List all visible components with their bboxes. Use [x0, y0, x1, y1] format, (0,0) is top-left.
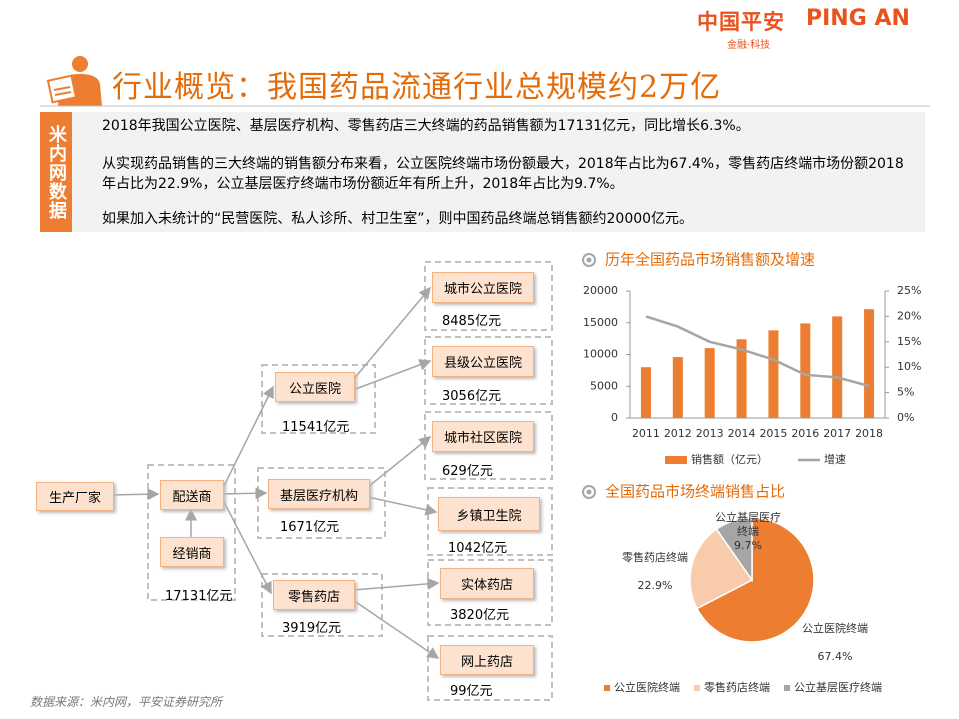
slice-value: 22.9% — [637, 579, 673, 592]
pie-slice — [689, 528, 754, 610]
diagram-node: 公立医院 — [275, 372, 355, 402]
bullet: 如果加入未统计的“民营医院、私人诊所、村卫生室”，则中国药品终端总销售额约200… — [102, 211, 694, 227]
diagram-node: 零售药店 — [273, 580, 355, 610]
bullet: 2018年我国公立医院、基层医疗机构、零售药店三大终端的药品销售额为17131亿… — [102, 118, 750, 134]
chart-title: 历年全国药品市场销售额及增速 — [605, 251, 815, 269]
diagram-node: 配送商 — [160, 480, 224, 510]
x-tick-label: 2011 — [632, 427, 660, 440]
node-value: 1042亿元 — [448, 541, 508, 556]
legend-label: 公立医院终端 — [614, 680, 680, 694]
x-tick-label: 2013 — [696, 427, 724, 440]
diagram-node: 网上药店 — [440, 645, 534, 675]
x-tick-label: 2016 — [791, 427, 819, 440]
bar — [864, 309, 875, 418]
diagram-node: 经销商 — [160, 537, 224, 567]
slice-value: 9.7% — [734, 539, 762, 552]
diagram-node: 城市公立医院 — [432, 272, 534, 303]
node-value: 99亿元 — [450, 684, 493, 699]
y-tick-label: 5000 — [590, 379, 618, 392]
legend-swatch — [784, 685, 790, 691]
diagram-node: 城市社区医院 — [432, 421, 534, 452]
x-tick-label: 2018 — [855, 427, 883, 440]
distribution-total: 17131亿元 — [165, 589, 233, 604]
side-label: 米内网数据 — [40, 112, 72, 232]
pie-slice — [695, 517, 815, 643]
logo-en: PING AN — [806, 6, 910, 31]
bar — [640, 367, 651, 418]
y-tick-label: 15000 — [583, 316, 618, 329]
diagram-node: 乡镇卫生院 — [438, 497, 540, 531]
bullet-panel: 2018年我国公立医院、基层医疗机构、零售药店三大终端的药品销售额为17131亿… — [72, 112, 925, 232]
slice-label: 公立医院终端 — [802, 622, 868, 635]
y2-tick-label: 10% — [897, 360, 921, 373]
bar — [704, 348, 715, 418]
node-value: 1671亿元 — [280, 520, 340, 535]
line-series — [645, 315, 870, 388]
bar — [832, 316, 843, 418]
node-value: 3919亿元 — [282, 621, 342, 636]
legend-swatch — [694, 685, 700, 691]
slide-title: 行业概览：我国药品流通行业总规模约2万亿 — [112, 70, 722, 105]
y-tick-label: 0 — [611, 411, 618, 424]
bar — [800, 323, 811, 418]
title-icon — [46, 56, 102, 106]
bar — [768, 330, 779, 418]
source-note: 数据来源：米内网，平安证券研究所 — [30, 695, 223, 709]
legend-label: 零售药店终端 — [704, 680, 770, 694]
diagram-node: 县级公立医院 — [432, 346, 534, 377]
slice-label: 公立基层医疗终端 — [715, 511, 781, 538]
diagram-arrows — [111, 286, 440, 659]
node-value: 11541亿元 — [282, 420, 350, 435]
y2-tick-label: 0% — [897, 411, 914, 424]
y2-tick-label: 15% — [897, 335, 921, 348]
diagram-node: 实体药店 — [440, 568, 534, 599]
diagram-node: 生产厂家 — [36, 482, 114, 511]
x-tick-label: 2012 — [664, 427, 692, 440]
y2-tick-label: 20% — [897, 309, 921, 322]
bar — [736, 339, 747, 418]
legend-label: 增速 — [824, 452, 846, 466]
slice-label: 零售药店终端 — [622, 551, 688, 564]
legend-label: 销售额（亿元） — [691, 452, 768, 466]
node-value: 3056亿元 — [442, 389, 502, 404]
y-tick-label: 10000 — [583, 348, 618, 361]
slice-value: 67.4% — [817, 650, 853, 663]
pie-slice — [715, 517, 753, 583]
chart-title: 全国药品市场终端销售占比 — [605, 483, 785, 501]
slogan: 金融·科技 — [727, 40, 771, 51]
x-tick-label: 2017 — [823, 427, 851, 440]
bullet: 从实现药品销售的三大终端的销售额分布来看，公立医院终端市场份额最大，2018年占… — [102, 156, 904, 192]
legend-label: 公立基层医疗终端 — [794, 680, 882, 694]
legend-swatch — [665, 456, 687, 464]
node-value: 629亿元 — [442, 464, 493, 479]
chart-title-icons — [582, 253, 596, 499]
bar — [672, 357, 683, 418]
diagram-node: 基层医疗机构 — [268, 479, 370, 509]
y2-tick-label: 25% — [897, 284, 921, 297]
legend-swatch — [604, 685, 610, 691]
y2-tick-label: 5% — [897, 386, 914, 399]
x-tick-label: 2015 — [759, 427, 787, 440]
node-value: 8485亿元 — [442, 314, 502, 329]
x-tick-label: 2014 — [728, 427, 756, 440]
y-tick-label: 20000 — [583, 284, 618, 297]
node-value: 3820亿元 — [450, 608, 510, 623]
logo-cn: 中国平安 — [697, 10, 785, 34]
